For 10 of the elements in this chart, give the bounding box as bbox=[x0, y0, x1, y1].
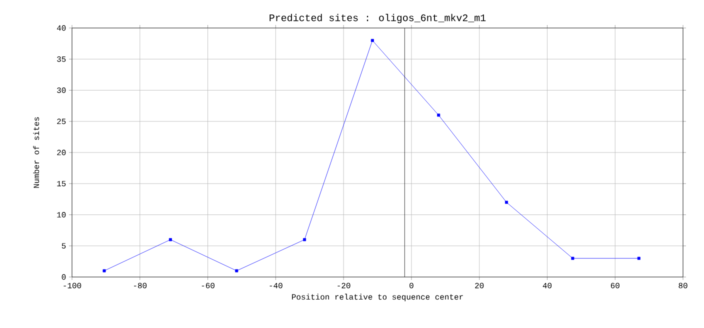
point bbox=[437, 114, 440, 117]
point bbox=[571, 256, 574, 260]
chart-title: Predicted sites : oligos_6nt_mkv2_m1 bbox=[270, 14, 486, 24]
point bbox=[168, 238, 172, 242]
point bbox=[505, 200, 508, 204]
point bbox=[102, 269, 106, 272]
point bbox=[303, 238, 306, 242]
point bbox=[235, 269, 238, 272]
point bbox=[370, 38, 374, 42]
point bbox=[637, 256, 640, 260]
